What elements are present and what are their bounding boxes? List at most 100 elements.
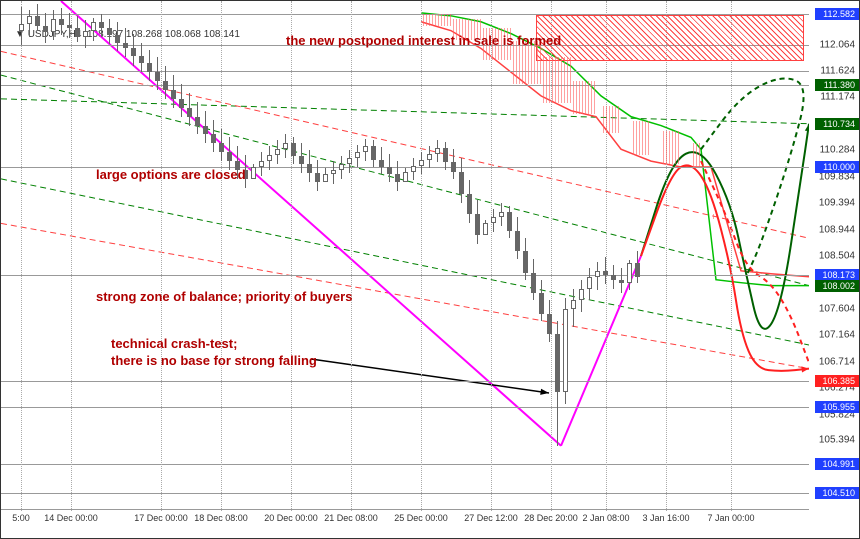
time-gridline bbox=[71, 1, 72, 511]
candle-body bbox=[611, 275, 616, 280]
kumo-cloud bbox=[541, 57, 571, 103]
chart-overlay bbox=[1, 1, 809, 511]
candle-body bbox=[627, 263, 632, 283]
candle-body bbox=[267, 155, 272, 161]
x-tick: 21 Dec 08:00 bbox=[324, 513, 378, 523]
candle-body bbox=[27, 16, 32, 24]
price-level bbox=[1, 381, 809, 382]
candle-body bbox=[187, 108, 192, 117]
candle-body bbox=[59, 19, 64, 25]
candle-body bbox=[475, 214, 480, 235]
time-gridline bbox=[291, 1, 292, 511]
x-tick: 28 Dec 20:00 bbox=[524, 513, 578, 523]
time-gridline bbox=[491, 1, 492, 511]
candle-body bbox=[403, 172, 408, 182]
candle-body bbox=[179, 99, 184, 108]
y-tick: 110.284 bbox=[820, 145, 855, 156]
y-axis: 112.064111.624111.174110.284109.834109.3… bbox=[807, 1, 859, 511]
candle-body bbox=[427, 154, 432, 160]
candle-body bbox=[107, 28, 112, 36]
candle-body bbox=[635, 263, 640, 277]
candle-body bbox=[131, 48, 136, 55]
candle-body bbox=[467, 194, 472, 215]
candle-body bbox=[19, 24, 24, 31]
y-tick: 111.174 bbox=[820, 92, 855, 103]
candle-body bbox=[299, 156, 304, 164]
candle-body bbox=[275, 149, 280, 155]
candle-body bbox=[35, 16, 40, 26]
plot-area[interactable]: ▼ USDJPY,H4 108.197 108.268 108.068 108.… bbox=[1, 1, 809, 511]
candle-body bbox=[171, 90, 176, 99]
time-gridline bbox=[731, 1, 732, 511]
x-axis: 5:0014 Dec 00:0017 Dec 00:0018 Dec 08:00… bbox=[1, 509, 809, 538]
x-tick: 5:00 bbox=[12, 513, 30, 523]
price-level bbox=[1, 493, 809, 494]
time-gridline bbox=[21, 1, 22, 511]
candle-body bbox=[315, 173, 320, 182]
candle-body bbox=[115, 35, 120, 42]
y-tick: 112.064 bbox=[820, 39, 855, 50]
candle-body bbox=[435, 148, 440, 154]
candle-body bbox=[283, 143, 288, 149]
kumo-cloud bbox=[711, 214, 716, 218]
candle-body bbox=[219, 143, 224, 152]
candle-body bbox=[619, 280, 624, 283]
x-tick: 20 Dec 00:00 bbox=[264, 513, 318, 523]
candle-body bbox=[483, 223, 488, 235]
price-level bbox=[1, 407, 809, 408]
interest-zone-box bbox=[536, 15, 804, 61]
chart-container: ▼ USDJPY,H4 108.197 108.268 108.068 108.… bbox=[0, 0, 860, 539]
x-tick: 2 Jan 08:00 bbox=[582, 513, 629, 523]
candle-body bbox=[259, 161, 264, 167]
candle-body bbox=[523, 251, 528, 272]
x-tick: 25 Dec 00:00 bbox=[394, 513, 448, 523]
chart-annotation: the new postponed interest in sale is fo… bbox=[286, 33, 561, 48]
candle-body bbox=[563, 309, 568, 392]
candle-body bbox=[75, 28, 80, 37]
time-gridline bbox=[221, 1, 222, 511]
price-level bbox=[1, 85, 809, 86]
candle-body bbox=[331, 170, 336, 174]
candle-body bbox=[227, 152, 232, 161]
time-gridline bbox=[421, 1, 422, 511]
y-tick: 109.834 bbox=[819, 171, 855, 182]
candle-body bbox=[251, 167, 256, 179]
y-tick: 111.624 bbox=[820, 65, 855, 76]
candle-body bbox=[451, 162, 456, 171]
candle-body bbox=[195, 117, 200, 126]
candle-body bbox=[547, 314, 552, 334]
candle-body bbox=[211, 134, 216, 143]
candle-body bbox=[587, 277, 592, 289]
y-price-marker: 104.991 bbox=[815, 458, 859, 470]
candle-body bbox=[571, 300, 576, 309]
y-price-marker: 104.510 bbox=[815, 487, 859, 499]
x-tick: 17 Dec 00:00 bbox=[134, 513, 188, 523]
candle-body bbox=[163, 81, 168, 90]
chart-annotation: there is no base for strong falling bbox=[111, 353, 317, 368]
y-price-marker: 108.002 bbox=[815, 280, 859, 292]
y-tick: 105.394 bbox=[819, 435, 855, 446]
candle-body bbox=[419, 160, 424, 166]
candle-body bbox=[155, 72, 160, 81]
symbol-label: ▼ USDJPY,H4 108.197 108.268 108.068 108.… bbox=[15, 29, 240, 40]
time-gridline bbox=[161, 1, 162, 511]
candle-body bbox=[459, 172, 464, 194]
y-price-marker: 111.380 bbox=[815, 79, 859, 91]
kumo-cloud bbox=[421, 14, 451, 26]
y-price-marker: 110.734 bbox=[815, 118, 859, 130]
y-tick: 108.504 bbox=[819, 250, 855, 261]
candle-body bbox=[123, 43, 128, 49]
candle-body bbox=[507, 212, 512, 232]
time-gridline bbox=[666, 1, 667, 511]
price-level bbox=[1, 275, 809, 276]
candle-body bbox=[203, 126, 208, 135]
candle-body bbox=[355, 152, 360, 158]
candle-body bbox=[531, 273, 536, 293]
y-tick: 106.714 bbox=[819, 356, 855, 367]
candle-body bbox=[91, 22, 96, 31]
time-gridline bbox=[351, 1, 352, 511]
chart-annotation: strong zone of balance; priority of buye… bbox=[96, 289, 352, 304]
candle-body bbox=[579, 289, 584, 301]
candle-body bbox=[387, 167, 392, 174]
candle-body bbox=[371, 146, 376, 160]
